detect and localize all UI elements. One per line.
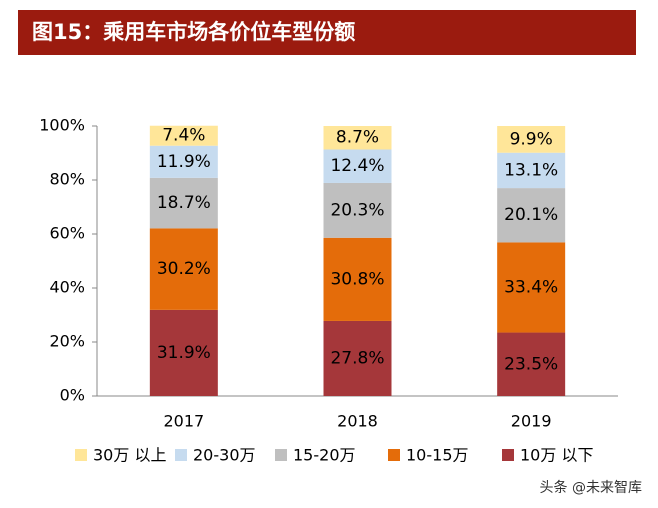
bar-segment xyxy=(323,320,392,396)
watermark: 头条 @未来智库 xyxy=(540,479,642,496)
bar-segment xyxy=(323,182,392,238)
legend-label: 30万 以上 xyxy=(93,446,166,465)
data-label: 13.1% xyxy=(504,160,558,180)
bar-segment xyxy=(497,126,566,153)
data-label: 23.5% xyxy=(504,354,558,374)
legend-swatch xyxy=(175,449,187,461)
y-tick-label: 40% xyxy=(49,278,85,297)
y-tick-label: 80% xyxy=(49,170,85,189)
legend-swatch xyxy=(75,449,87,461)
bar-segment xyxy=(497,332,566,396)
legend-label: 20-30万 xyxy=(193,446,256,465)
data-label: 20.1% xyxy=(504,205,558,225)
data-label: 30.8% xyxy=(330,269,384,289)
data-label: 18.7% xyxy=(157,193,211,213)
data-label: 12.4% xyxy=(330,156,384,176)
data-label: 20.3% xyxy=(330,200,384,220)
bar-segment xyxy=(149,177,218,229)
data-label: 30.2% xyxy=(157,259,211,279)
legend-label: 15-20万 xyxy=(293,446,356,465)
y-tick-label: 0% xyxy=(60,386,85,405)
y-tick-label: 60% xyxy=(49,224,85,243)
data-label: 31.9% xyxy=(157,343,211,363)
x-tick-label: 2019 xyxy=(511,412,552,431)
bar-segment xyxy=(323,149,392,183)
y-tick-label: 20% xyxy=(49,332,85,351)
bar-segment xyxy=(323,126,392,150)
bar-segment xyxy=(497,152,566,189)
data-label: 7.4% xyxy=(162,126,205,146)
bar-segment xyxy=(149,145,218,178)
bar-segment xyxy=(497,242,566,333)
legend-label: 10-15万 xyxy=(406,446,469,465)
x-tick-label: 2018 xyxy=(337,412,378,431)
chart-title: 图15：乘用车市场各价位车型份额 xyxy=(32,20,355,44)
legend-swatch xyxy=(388,449,400,461)
y-tick-label: 100% xyxy=(39,116,85,135)
bar-segment xyxy=(149,125,218,146)
data-label: 9.9% xyxy=(510,129,553,149)
legend-label: 10万 以下 xyxy=(520,446,593,465)
x-tick-label: 2017 xyxy=(163,412,204,431)
data-label: 33.4% xyxy=(504,277,558,297)
data-label: 11.9% xyxy=(157,152,211,172)
legend-swatch xyxy=(502,449,514,461)
title-bar xyxy=(18,10,636,55)
bar-segment xyxy=(497,188,566,243)
data-label: 8.7% xyxy=(336,128,379,148)
data-label: 27.8% xyxy=(330,348,384,368)
bar-segment xyxy=(149,228,218,310)
bar-segment xyxy=(149,309,218,396)
legend-swatch xyxy=(275,449,287,461)
bar-segment xyxy=(323,237,392,321)
